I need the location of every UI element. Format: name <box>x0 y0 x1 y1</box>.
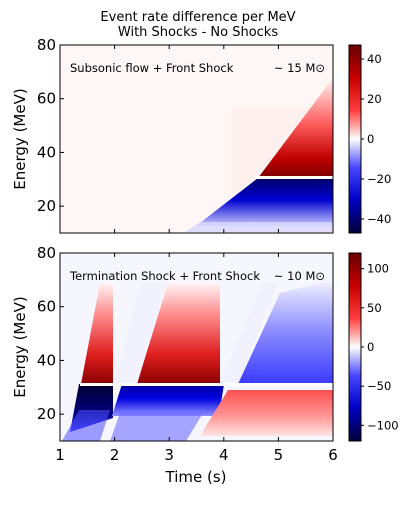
bottom-late-positive-region <box>200 390 333 436</box>
bottom-panel: Termination Shock + Front Shock ~ 10 M⊙ … <box>11 244 399 486</box>
x-tick-label: 6 <box>328 446 338 464</box>
top-negative-fringe <box>185 222 333 232</box>
top-colorbar-ticks: 40 20 0 −20 −40 <box>361 52 391 226</box>
colorbar-tick-label: −40 <box>367 212 391 226</box>
x-tick-label: 1 <box>55 446 65 464</box>
y-tick-label: 60 <box>37 298 56 316</box>
chart-title: Event rate difference per MeV <box>100 10 295 25</box>
top-y-axis-label: Energy (MeV) <box>11 88 29 189</box>
y-tick-label: 60 <box>37 90 56 108</box>
y-tick-label: 40 <box>37 351 56 369</box>
top-y-axis: 20 40 60 80 <box>37 36 64 215</box>
y-tick-label: 20 <box>37 197 56 215</box>
bottom-negative-fringe <box>62 410 110 441</box>
colorbar-tick-label: 20 <box>367 92 382 106</box>
bottom-x-axis: 1 2 3 4 5 6 <box>55 253 338 464</box>
x-tick-label: 2 <box>110 446 120 464</box>
chart-subtitle: With Shocks - No Shocks <box>118 25 278 40</box>
bottom-colorbar <box>349 253 361 441</box>
top-plot-frame <box>59 44 334 234</box>
bottom-positive-region <box>81 283 113 384</box>
top-colorbar <box>349 45 361 233</box>
colorbar-tick-label: 40 <box>367 52 382 66</box>
y-tick-label: 80 <box>37 244 56 262</box>
bottom-negative-fringe <box>110 410 205 441</box>
bottom-gap-band <box>220 283 278 384</box>
colorbar-tick-label: 50 <box>367 301 382 315</box>
bottom-y-axis-label: Energy (MeV) <box>11 296 29 397</box>
bottom-mass-label: ~ 10 M⊙ <box>274 269 325 283</box>
x-tick-label: 5 <box>274 446 284 464</box>
bottom-positive-region <box>137 283 220 384</box>
colorbar-tick-label: −20 <box>367 172 391 186</box>
colorbar-tick-label: −100 <box>367 418 399 432</box>
bottom-zero-line <box>80 383 333 386</box>
y-tick-label: 80 <box>37 36 56 54</box>
bottom-y-axis: 20 40 60 80 <box>37 244 64 423</box>
bottom-colorbar-ticks: 100 50 0 −50 −100 <box>361 262 399 432</box>
x-tick-label: 4 <box>219 446 229 464</box>
top-zero-line <box>255 176 333 179</box>
colorbar-tick-label: 0 <box>367 340 374 354</box>
colorbar-tick-label: −50 <box>367 379 391 393</box>
top-x-axis <box>59 45 334 233</box>
top-positive-region <box>258 78 333 178</box>
top-negative-region <box>196 178 333 226</box>
bottom-late-negative-region <box>238 280 333 384</box>
bottom-plot-frame <box>59 252 334 442</box>
top-annotation: Subsonic flow + Front Shock <box>70 61 234 75</box>
bottom-negative-region <box>112 384 224 416</box>
colorbar-tick-label: 0 <box>367 132 374 146</box>
colorbar-tick-label: 100 <box>367 262 389 276</box>
x-axis-label: Time (s) <box>165 468 227 486</box>
bottom-annotation: Termination Shock + Front Shock <box>69 269 260 283</box>
top-mass-label: ~ 15 M⊙ <box>274 61 325 75</box>
top-panel: Subsonic flow + Front Shock ~ 15 M⊙ Ener… <box>11 36 391 234</box>
bottom-gap-band <box>114 283 166 384</box>
y-tick-label: 20 <box>37 405 56 423</box>
x-tick-label: 3 <box>164 446 174 464</box>
y-tick-label: 40 <box>37 143 56 161</box>
